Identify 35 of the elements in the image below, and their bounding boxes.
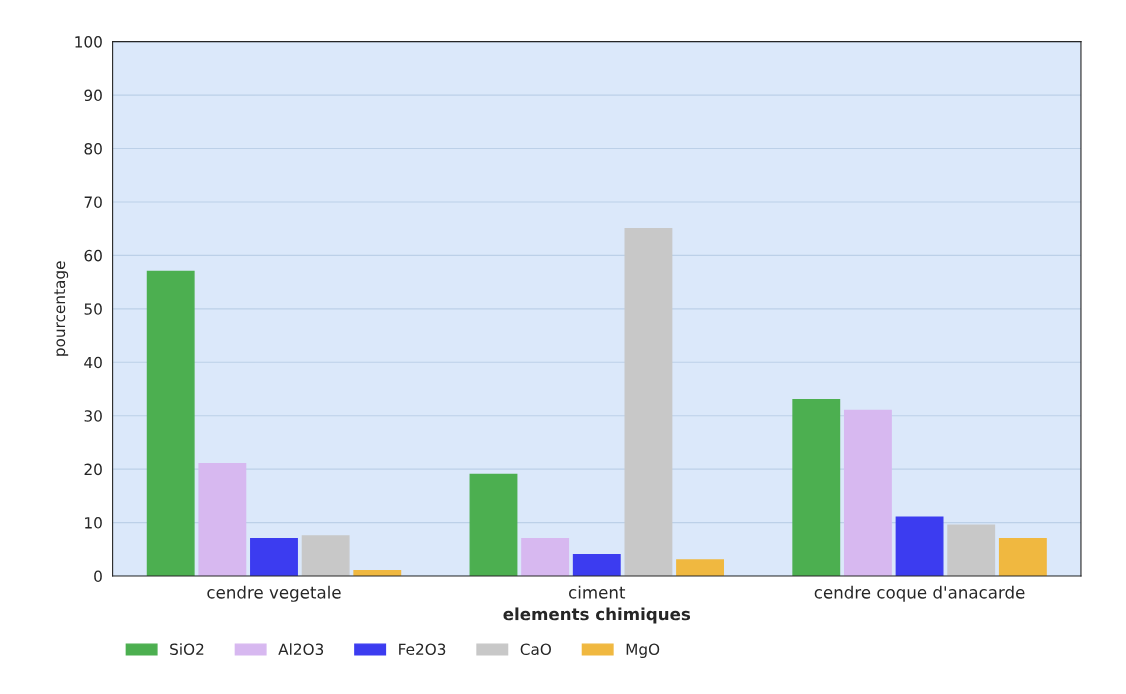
- bar: [624, 227, 673, 577]
- bar: [572, 553, 621, 577]
- y-tick-label: 40: [84, 356, 102, 369]
- x-tick-label: cendre vegetale: [207, 585, 341, 602]
- bar: [521, 537, 570, 577]
- bar: [947, 524, 996, 577]
- y-tick-label: 30: [84, 410, 102, 422]
- legend-label: SiO2: [170, 643, 204, 656]
- bar: [998, 537, 1047, 577]
- y-tick-label: 90: [84, 89, 102, 102]
- bar: [146, 270, 195, 577]
- x-axis-title: elements chimiques: [503, 607, 691, 624]
- legend-label: Fe2O3: [399, 643, 446, 656]
- x-tick-label: ciment: [569, 585, 626, 599]
- bar: [676, 559, 725, 577]
- legend-label: CaO: [520, 643, 551, 656]
- y-tick-label: 10: [85, 517, 102, 529]
- bar: [250, 537, 298, 577]
- y-tick-label: 20: [84, 463, 102, 476]
- y-tick-label: 70: [84, 196, 102, 208]
- y-tick-label: 80: [84, 142, 102, 155]
- legend-label: MgO: [626, 643, 660, 658]
- bar: [843, 409, 892, 577]
- y-tick-label: 0: [94, 570, 102, 583]
- y-tick-label: 60: [84, 249, 102, 262]
- bar: [895, 516, 944, 577]
- bar: [301, 535, 350, 577]
- bar: [198, 463, 247, 577]
- x-tick-label: cendre coque d'anacarde: [814, 585, 1025, 602]
- bar: [792, 398, 841, 577]
- y-axis-title: pourcentage: [54, 261, 69, 356]
- legend-label: Al2O3: [278, 643, 324, 656]
- y-tick-label: 50: [84, 303, 102, 315]
- y-tick-label: 100: [75, 36, 102, 48]
- bar: [469, 473, 518, 577]
